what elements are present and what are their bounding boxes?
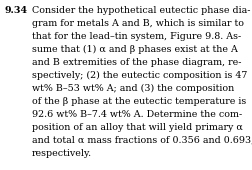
Text: of the β phase at the eutectic temperature is: of the β phase at the eutectic temperatu… (32, 97, 245, 106)
Text: and B extremities of the phase diagram, re-: and B extremities of the phase diagram, … (32, 58, 241, 67)
Text: position of an alloy that will yield primary α: position of an alloy that will yield pri… (32, 123, 242, 132)
Text: that for the lead–tin system, Figure 9.8. As-: that for the lead–tin system, Figure 9.8… (32, 32, 240, 41)
Text: 92.6 wt% B–7.4 wt% A. Determine the com-: 92.6 wt% B–7.4 wt% A. Determine the com- (32, 110, 241, 119)
Text: and total α mass fractions of 0.356 and 0.693,: and total α mass fractions of 0.356 and … (32, 136, 252, 145)
Text: 9.34: 9.34 (5, 6, 28, 15)
Text: spectively; (2) the eutectic composition is 47: spectively; (2) the eutectic composition… (32, 71, 246, 80)
Text: sume that (1) α and β phases exist at the A: sume that (1) α and β phases exist at th… (32, 45, 237, 54)
Text: respectively.: respectively. (32, 149, 92, 158)
Text: Consider the hypothetical eutectic phase dia-: Consider the hypothetical eutectic phase… (32, 6, 249, 15)
Text: gram for metals A and B, which is similar to: gram for metals A and B, which is simila… (32, 19, 243, 28)
Text: wt% B–53 wt% A; and (3) the composition: wt% B–53 wt% A; and (3) the composition (32, 84, 233, 93)
